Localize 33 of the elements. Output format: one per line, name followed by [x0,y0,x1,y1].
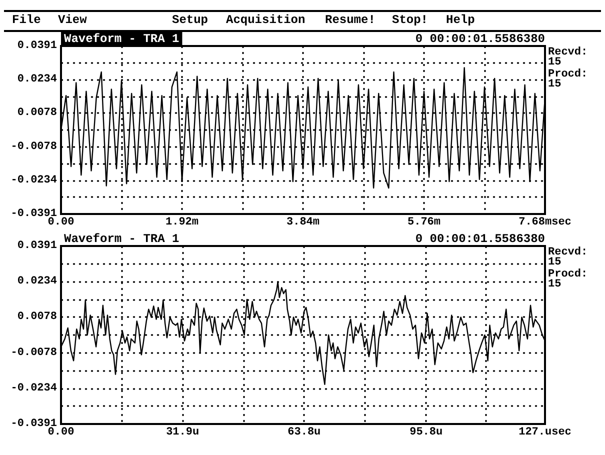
text: Procd: 15 [548,68,588,90]
chart-title: Waveform - TRA 1 [64,232,180,246]
text: Help [446,13,475,27]
text: Procd: 15 [548,268,588,290]
text: Recvd: 15 [548,246,588,268]
x-tick-label: 3.84m [286,216,320,228]
text: Resume! [325,13,376,27]
chart-title: Waveform - TRA 1 [64,32,180,46]
y-tick-label: -0.0234 [10,174,58,186]
x-tick-label: 95.8u [410,426,443,438]
text: Setup [172,13,208,27]
y-tick-label: -0.0078 [10,346,58,359]
y-tick-label: -0.0234 [10,382,58,394]
text: Acquisition [226,13,306,27]
x-tick-label: 1.92m [165,216,199,228]
text: File [12,13,41,27]
text: View [58,13,88,27]
y-tick-label: 0.0234 [17,276,58,288]
x-tick-label: 127.usec [518,426,572,438]
y-tick-label: 0.0078 [17,311,58,324]
text: Stop! [392,13,428,27]
x-tick-label: 63.8u [288,426,321,438]
y-tick-label: 0.0078 [17,107,58,120]
text: Recvd: 15 [548,46,588,68]
text: 0 00:00:01.5586380 [415,232,546,246]
x-tick-label: 31.9u [166,426,200,438]
text: 0 00:00:01.5586380 [415,32,546,46]
y-tick-label: 0.0391 [17,40,58,52]
y-tick-label: -0.0078 [10,140,58,153]
y-tick-label: 0.0234 [17,74,58,86]
x-tick-label: 5.76m [407,216,441,228]
x-tick-label: 7.68msec [518,216,572,228]
y-tick-label: 0.0391 [17,240,58,252]
